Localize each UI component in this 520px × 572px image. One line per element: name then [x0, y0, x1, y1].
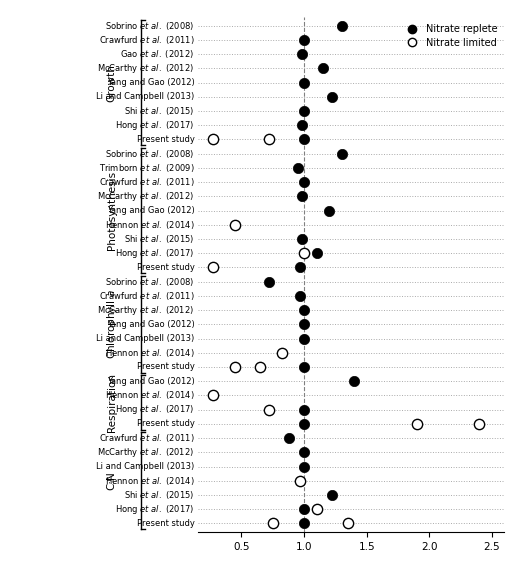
Text: Hong $\mathit{et\ al.}$ (2017): Hong $\mathit{et\ al.}$ (2017) [115, 119, 194, 132]
Point [300, 249, 308, 258]
Point [300, 405, 308, 414]
Point [300, 448, 308, 457]
Text: Yang and Gao (2012): Yang and Gao (2012) [107, 377, 194, 386]
Text: Hong $\mathit{et\ al.}$ (2017): Hong $\mathit{et\ al.}$ (2017) [115, 503, 194, 516]
Point [412, 419, 421, 428]
Point [337, 21, 346, 30]
Point [344, 519, 352, 528]
Text: Crawfurd $\mathit{et\ al.}$ (2011): Crawfurd $\mathit{et\ al.}$ (2011) [99, 290, 194, 302]
Text: McCarthy $\mathit{et\ al.}$ (2012): McCarthy $\mathit{et\ al.}$ (2012) [97, 304, 194, 317]
Point [296, 263, 304, 272]
Text: McCarthy $\mathit{et\ al.}$ (2012): McCarthy $\mathit{et\ al.}$ (2012) [97, 190, 194, 203]
Point [319, 64, 327, 73]
Text: McCarthy $\mathit{et\ al.}$ (2012): McCarthy $\mathit{et\ al.}$ (2012) [97, 62, 194, 75]
Point [296, 476, 304, 485]
Text: Crawfurd $\mathit{et\ al.}$ (2011): Crawfurd $\mathit{et\ al.}$ (2011) [99, 176, 194, 188]
Point [297, 192, 306, 201]
Point [256, 363, 264, 372]
Point [325, 206, 333, 215]
Point [300, 135, 308, 144]
Text: Present study: Present study [137, 519, 194, 528]
Point [265, 135, 273, 144]
Point [296, 291, 304, 300]
Text: Crawfurd $\mathit{et\ al.}$ (2011): Crawfurd $\mathit{et\ al.}$ (2011) [99, 34, 194, 46]
Point [300, 363, 308, 372]
Point [297, 50, 306, 59]
Text: Hennon $\mathit{et\ al.}$ (2014): Hennon $\mathit{et\ al.}$ (2014) [105, 475, 194, 487]
Point [300, 462, 308, 471]
Point [300, 419, 308, 428]
Point [209, 135, 217, 144]
Point [350, 376, 358, 386]
Point [300, 305, 308, 315]
Text: Sobrino $\mathit{et\ al.}$ (2008): Sobrino $\mathit{et\ al.}$ (2008) [105, 276, 194, 288]
Text: Li and Campbell (2013): Li and Campbell (2013) [96, 462, 194, 471]
Point [265, 277, 273, 286]
Point [285, 434, 293, 443]
Text: Li and Campbell (2013): Li and Campbell (2013) [96, 334, 194, 343]
Text: Hennon $\mathit{et\ al.}$ (2014): Hennon $\mathit{et\ al.}$ (2014) [105, 390, 194, 402]
Point [300, 519, 308, 528]
Text: Hennon $\mathit{et\ al.}$ (2014): Hennon $\mathit{et\ al.}$ (2014) [105, 347, 194, 359]
Text: Present study: Present study [137, 419, 194, 428]
Point [300, 334, 308, 343]
Text: Yang and Gao (2012): Yang and Gao (2012) [107, 206, 194, 215]
Point [231, 363, 239, 372]
Point [297, 121, 306, 130]
Point [277, 348, 285, 358]
Text: Crawfurd $\mathit{et\ al.}$ (2011): Crawfurd $\mathit{et\ al.}$ (2011) [99, 432, 194, 444]
Point [297, 235, 306, 244]
Text: Chlorophyll $\mathit{a}$: Chlorophyll $\mathit{a}$ [105, 289, 119, 359]
Point [313, 249, 321, 258]
Text: Sobrino $\mathit{et\ al.}$ (2008): Sobrino $\mathit{et\ al.}$ (2008) [105, 19, 194, 31]
Point [328, 92, 336, 101]
Point [300, 320, 308, 329]
Text: Shi $\mathit{et\ al.}$ (2015): Shi $\mathit{et\ al.}$ (2015) [124, 233, 194, 245]
Text: Shi $\mathit{et\ al.}$ (2015): Shi $\mathit{et\ al.}$ (2015) [124, 105, 194, 117]
Point [328, 490, 336, 499]
Text: Trimborn $\mathit{et\ al.}$ (2009): Trimborn $\mathit{et\ al.}$ (2009) [99, 162, 194, 174]
Point [209, 263, 217, 272]
Point [300, 78, 308, 87]
Text: Present study: Present study [137, 135, 194, 144]
Point [475, 419, 484, 428]
Point [268, 519, 277, 528]
Point [265, 405, 273, 414]
Point [300, 106, 308, 116]
Text: C:N: C:N [107, 471, 116, 490]
Text: Growth: Growth [107, 63, 116, 101]
Point [300, 177, 308, 186]
Text: Li and Campbell (2013): Li and Campbell (2013) [96, 92, 194, 101]
Text: Sobrino $\mathit{et\ al.}$ (2008): Sobrino $\mathit{et\ al.}$ (2008) [105, 148, 194, 160]
Point [300, 35, 308, 45]
Point [231, 220, 239, 229]
Point [300, 505, 308, 514]
Text: Respiration: Respiration [107, 373, 116, 432]
Point [337, 149, 346, 158]
Point [294, 164, 302, 173]
Text: Shi $\mathit{et\ al.}$ (2015): Shi $\mathit{et\ al.}$ (2015) [124, 489, 194, 501]
Text: Gao $\mathit{et\ al.}$ (2012): Gao $\mathit{et\ al.}$ (2012) [121, 48, 194, 60]
Text: McCarthy $\mathit{et\ al.}$ (2012): McCarthy $\mathit{et\ al.}$ (2012) [97, 446, 194, 459]
Legend: Nitrate replete, Nitrate limited: Nitrate replete, Nitrate limited [401, 22, 500, 50]
Text: Present study: Present study [137, 263, 194, 272]
Point [313, 505, 321, 514]
Point [209, 391, 217, 400]
Text: Present study: Present study [137, 363, 194, 371]
Text: Photosynthesis: Photosynthesis [107, 171, 116, 250]
Text: Hong $\mathit{et\ al.}$ (2017): Hong $\mathit{et\ al.}$ (2017) [115, 247, 194, 260]
Text: Yang and Gao (2012): Yang and Gao (2012) [107, 320, 194, 329]
Text: Hennon $\mathit{et\ al.}$ (2014): Hennon $\mathit{et\ al.}$ (2014) [105, 219, 194, 231]
Text: Yang and Gao (2012): Yang and Gao (2012) [107, 78, 194, 87]
Text: Hong $\mathit{et\ al.}$ (2017): Hong $\mathit{et\ al.}$ (2017) [115, 403, 194, 416]
